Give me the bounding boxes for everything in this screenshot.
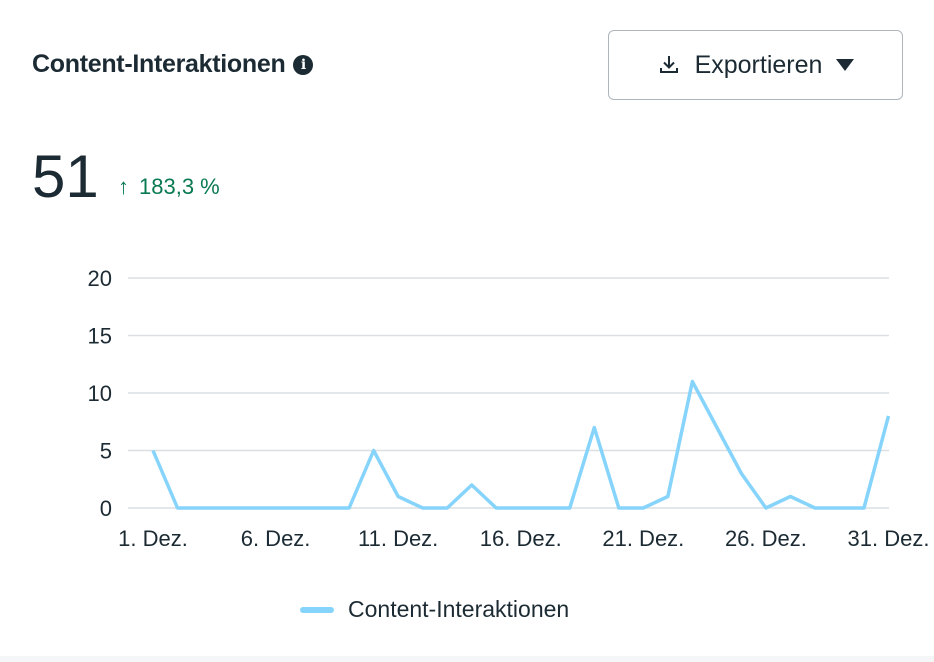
x-tick-label: 31. Dez. bbox=[848, 526, 930, 551]
dropdown-caret-icon bbox=[836, 59, 855, 71]
y-tick-label: 20 bbox=[88, 266, 112, 291]
info-icon[interactable]: i bbox=[293, 54, 314, 75]
export-button[interactable]: Exportieren bbox=[608, 30, 903, 100]
card-title: Content-Interaktionen i bbox=[32, 50, 314, 79]
legend-label: Content-Interaktionen bbox=[348, 596, 570, 622]
download-icon bbox=[659, 56, 678, 73]
change-percent: 183,3 % bbox=[139, 174, 220, 199]
x-tick-label: 11. Dez. bbox=[358, 526, 438, 551]
x-tick-label: 1. Dez. bbox=[118, 526, 188, 551]
legend-swatch bbox=[300, 606, 334, 613]
arrow-up-icon: ↑ bbox=[118, 174, 129, 199]
export-label: Exportieren bbox=[694, 50, 823, 79]
y-tick-label: 5 bbox=[100, 439, 112, 464]
x-tick-label: 26. Dez. bbox=[725, 526, 807, 551]
x-tick-label: 6. Dez. bbox=[241, 526, 311, 551]
y-tick-label: 15 bbox=[88, 324, 112, 349]
total-value: 51 bbox=[32, 143, 99, 210]
y-tick-label: 0 bbox=[100, 496, 112, 521]
change-indicator: ↑ 183,3 % bbox=[118, 174, 220, 200]
chart-legend[interactable]: Content-Interaktionen bbox=[300, 596, 569, 623]
x-tick-label: 21. Dez. bbox=[602, 526, 684, 551]
x-tick-label: 16. Dez. bbox=[480, 526, 562, 551]
y-tick-label: 10 bbox=[88, 381, 112, 406]
title-text: Content-Interaktionen bbox=[32, 50, 286, 78]
series-line bbox=[151, 379, 891, 510]
